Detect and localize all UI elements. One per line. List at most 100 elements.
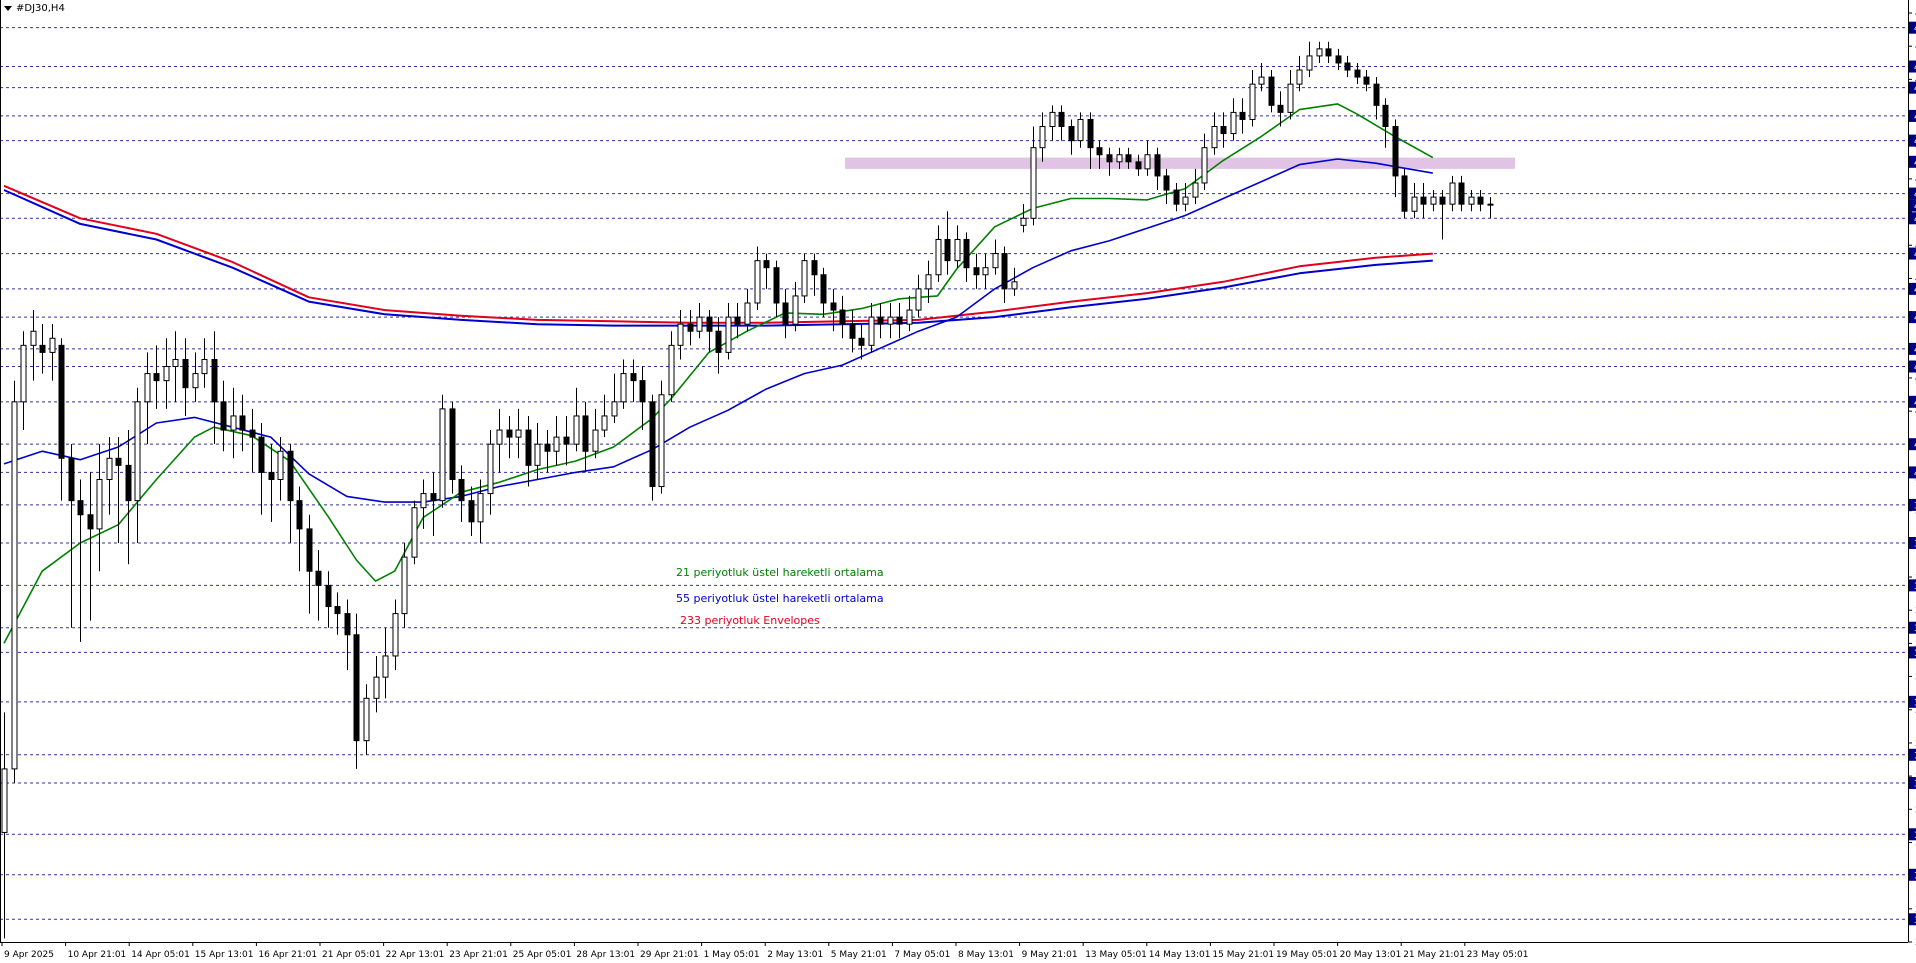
candle-body bbox=[58, 344, 65, 459]
candle-body bbox=[1287, 83, 1294, 113]
time-tick-label: 21 Apr 05:01 bbox=[322, 950, 381, 960]
candle-body bbox=[1458, 182, 1465, 205]
candle-body bbox=[887, 316, 894, 325]
candle-body bbox=[277, 450, 284, 480]
time-tick-label: 9 Apr 2025 bbox=[4, 950, 54, 960]
candle-body bbox=[611, 401, 618, 417]
time-tick-label: 14 Apr 05:01 bbox=[131, 950, 190, 960]
candle-body bbox=[1325, 48, 1332, 57]
candle-body bbox=[1249, 83, 1256, 120]
time-tick-label: 15 May 21:01 bbox=[1212, 950, 1274, 960]
time-tick-label: 2 May 13:01 bbox=[767, 950, 823, 960]
candle-body bbox=[525, 429, 532, 466]
candle-body bbox=[49, 337, 56, 353]
candle-body bbox=[1020, 217, 1027, 226]
candle-body bbox=[239, 415, 246, 431]
candle-body bbox=[420, 493, 427, 509]
level-label: 40200 bbox=[1914, 441, 1916, 451]
candle-body bbox=[363, 697, 370, 742]
candle-body bbox=[506, 429, 513, 438]
candle-body bbox=[1344, 62, 1351, 71]
chevron-down-icon[interactable] bbox=[4, 6, 12, 11]
candle-body bbox=[935, 238, 942, 276]
level-label-box bbox=[1909, 646, 1916, 659]
candle-body bbox=[306, 528, 313, 572]
level-label: 38375 bbox=[1914, 698, 1916, 708]
candle-body bbox=[592, 429, 599, 452]
level-label: 41975 bbox=[1914, 190, 1916, 200]
candle-body bbox=[1182, 196, 1189, 205]
candle-body bbox=[334, 606, 341, 615]
candle-body bbox=[744, 302, 751, 325]
candle-body bbox=[954, 238, 961, 262]
candle-body bbox=[1306, 55, 1313, 71]
level-label-box bbox=[1909, 695, 1916, 708]
level-label: 41100 bbox=[1914, 314, 1916, 324]
candle-body bbox=[172, 358, 179, 368]
candle-body bbox=[1392, 126, 1399, 177]
level-label: 43150 bbox=[1914, 24, 1916, 34]
candle-body bbox=[973, 267, 980, 276]
level-label: 42875 bbox=[1914, 63, 1916, 73]
level-label: 42350 bbox=[1914, 137, 1916, 147]
candle-body bbox=[344, 613, 351, 636]
time-tick-label: 8 May 13:01 bbox=[958, 950, 1014, 960]
candle-body bbox=[1258, 76, 1265, 85]
time-tick-label: 13 May 05:01 bbox=[1085, 950, 1147, 960]
candle-body bbox=[906, 309, 913, 325]
candle-body bbox=[1401, 175, 1408, 212]
candle-body bbox=[1335, 55, 1342, 64]
candle-body bbox=[573, 415, 580, 445]
env233-upper-line bbox=[3, 184, 1433, 324]
candle-body bbox=[1068, 126, 1075, 142]
level-label-box bbox=[1909, 748, 1916, 761]
level-label-box bbox=[1909, 187, 1916, 200]
time-tick-label: 22 Apr 13:01 bbox=[386, 950, 445, 960]
candle-body bbox=[201, 358, 208, 375]
time-tick-label: 10 Apr 21:01 bbox=[68, 950, 127, 960]
candle-body bbox=[515, 429, 522, 438]
candle-body bbox=[868, 316, 875, 346]
candle-body bbox=[1420, 196, 1427, 205]
candle-body bbox=[449, 408, 456, 480]
candle-body bbox=[487, 443, 494, 495]
candle-body bbox=[858, 337, 865, 346]
candle-body bbox=[296, 500, 303, 530]
level-label-box bbox=[1909, 81, 1916, 94]
level-label: 42200 bbox=[1914, 158, 1916, 168]
candle-body bbox=[1277, 104, 1284, 113]
candle-body bbox=[315, 570, 322, 586]
level-label: 42525 bbox=[1914, 112, 1916, 122]
candle-body bbox=[1316, 48, 1323, 57]
candle-body bbox=[839, 309, 846, 325]
level-label-box bbox=[1909, 913, 1916, 926]
candle-body bbox=[639, 380, 646, 403]
candle-body bbox=[1039, 126, 1046, 149]
candle-body bbox=[477, 493, 484, 523]
candle-body bbox=[1373, 83, 1380, 106]
candle-body bbox=[1449, 182, 1456, 205]
candle-body bbox=[1087, 118, 1094, 149]
legend-ema55: 55 periyotluk üstel hareketli ortalama bbox=[676, 592, 884, 605]
level-label: 39200 bbox=[1914, 582, 1916, 592]
candle-body bbox=[963, 238, 970, 269]
resistance-zone bbox=[845, 157, 1515, 169]
candle-body bbox=[811, 260, 818, 276]
candle-body bbox=[392, 613, 399, 657]
level-label-box bbox=[1909, 199, 1916, 212]
candle-body bbox=[620, 373, 627, 403]
candle-body bbox=[1030, 147, 1037, 219]
level-label-box bbox=[1909, 777, 1916, 790]
symbol-title[interactable]: #DJ30,H4 bbox=[4, 3, 65, 14]
candle-body bbox=[773, 267, 780, 304]
candle-body bbox=[1468, 196, 1475, 205]
level-label-box bbox=[1909, 134, 1916, 147]
candle-body bbox=[125, 464, 132, 502]
candle-body bbox=[39, 344, 46, 353]
candle-body bbox=[553, 436, 560, 452]
candle-body bbox=[115, 457, 122, 466]
level-label-box bbox=[1909, 109, 1916, 122]
legend-ema21: 21 periyotluk üstel hareketli ortalama bbox=[676, 566, 884, 579]
